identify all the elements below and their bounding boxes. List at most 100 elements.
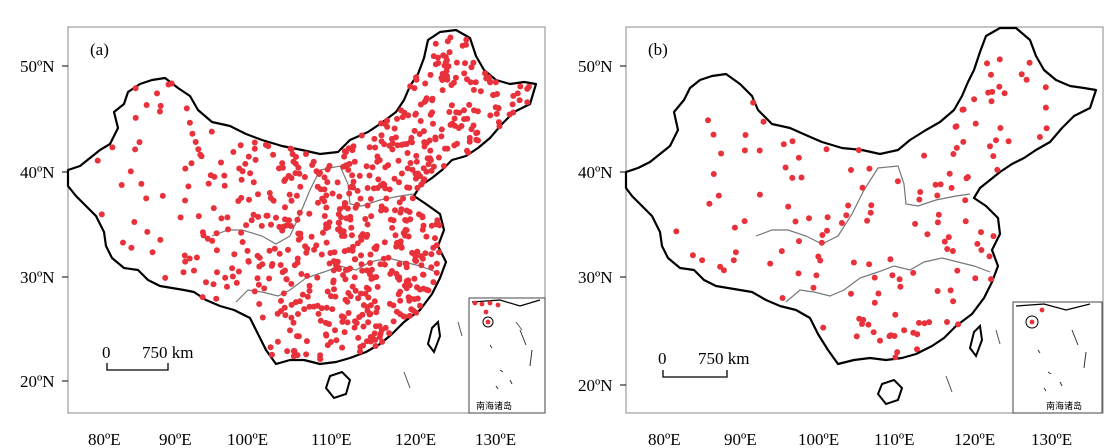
station-marker [944,246,951,252]
station-marker [317,186,324,193]
station-marker [795,270,802,277]
station-marker [506,111,513,118]
station-marker [371,298,378,305]
station-marker [394,115,400,122]
station-marker [403,227,410,234]
station-marker [288,301,295,308]
station-marker [340,314,347,321]
station-marker [474,108,481,115]
station-marker [239,239,246,245]
station-marker [357,348,363,355]
station-marker [367,310,374,317]
station-marker [341,200,348,206]
station-marker [428,264,435,271]
station-marker [910,269,917,276]
station-marker [274,338,281,345]
map-panel-a: 南海诸岛 0 750 km (a) 50ºN 40ºN 30ºN 20ºN 80… [20,26,546,448]
station-marker [314,274,321,281]
station-marker [320,229,326,236]
station-marker [406,184,413,191]
station-marker [214,269,220,276]
station-marker [451,115,458,122]
lat-label-30: 30ºN [578,268,613,287]
station-marker [756,147,763,154]
station-marker [699,257,706,264]
station-marker [358,233,364,240]
station-marker [1026,59,1033,66]
station-marker [317,356,324,362]
station-marker [891,333,898,339]
station-marker [404,165,411,172]
station-marker [371,330,378,337]
station-marker [430,120,436,127]
station-marker [432,40,439,47]
station-marker [477,88,484,95]
station-marker [446,49,453,56]
station-marker [318,251,325,258]
station-marker [218,159,224,166]
station-marker [333,337,340,344]
station-marker [109,144,116,151]
station-marker [346,160,353,167]
yellow-river [211,165,415,245]
station-marker [720,267,727,274]
station-marker [402,260,409,267]
station-marker [390,217,397,224]
station-marker [463,36,470,43]
station-layer-b [673,56,1050,361]
station-marker [233,279,240,286]
station-marker [789,174,796,181]
station-marker [195,146,202,153]
station-marker [295,164,302,171]
station-marker [813,272,820,279]
station-marker [789,138,796,145]
station-marker [470,59,477,66]
station-marker [1001,90,1008,97]
station-marker [366,144,373,151]
station-marker [894,178,901,185]
station-marker [322,319,329,326]
station-marker [482,70,488,77]
station-marker [138,180,145,187]
station-marker [819,232,826,238]
station-marker [224,214,231,221]
station-marker [972,120,979,127]
station-marker [359,267,366,274]
station-marker [255,213,262,220]
station-marker [303,151,309,157]
station-marker [143,195,150,202]
station-marker [128,244,135,251]
station-marker [365,319,372,326]
station-marker [393,270,400,277]
panel-label: (a) [90,40,109,59]
station-marker [466,101,473,108]
station-marker [392,232,399,239]
station-marker [741,147,748,154]
station-marker [282,312,289,319]
station-marker [453,59,460,66]
station-marker [288,280,295,287]
station-marker [889,272,896,279]
station-marker [294,333,300,340]
station-marker [378,138,385,145]
station-marker [978,247,985,253]
station-marker [848,167,854,173]
station-marker [256,301,263,307]
station-marker [306,282,313,289]
station-marker [378,132,385,139]
station-marker [448,102,455,109]
station-marker [323,192,330,199]
station-marker [351,324,358,331]
station-marker [246,196,252,203]
station-marker [262,141,269,148]
station-marker [495,119,502,126]
station-marker [235,198,242,204]
station-marker [250,179,257,186]
station-marker [336,206,343,213]
station-marker [420,128,427,135]
station-marker [901,327,908,334]
station-marker [157,102,164,109]
station-marker [986,253,993,260]
station-marker [418,262,425,269]
station-marker [464,115,471,122]
